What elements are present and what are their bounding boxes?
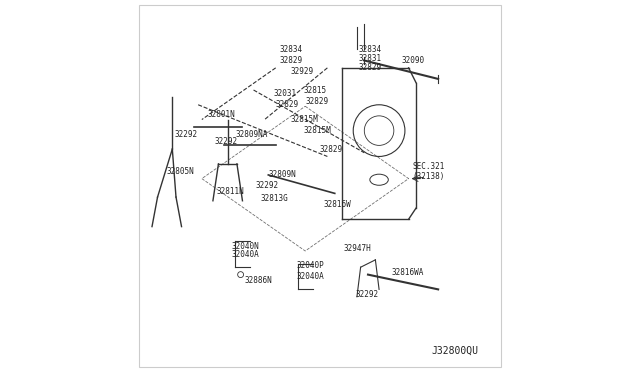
Text: SEC.321
(32138): SEC.321 (32138) xyxy=(412,161,445,181)
Text: 32292: 32292 xyxy=(215,137,238,146)
Text: 32815M: 32815M xyxy=(303,126,331,135)
Text: 32886N: 32886N xyxy=(244,276,272,285)
Text: 32292: 32292 xyxy=(355,291,378,299)
Text: 32829: 32829 xyxy=(280,56,303,65)
Text: 32829: 32829 xyxy=(320,145,343,154)
Text: 32815: 32815 xyxy=(303,86,326,94)
Text: 32834: 32834 xyxy=(280,45,303,54)
Text: 32929: 32929 xyxy=(291,67,314,76)
Text: 32811N: 32811N xyxy=(216,187,244,196)
Text: 32813G: 32813G xyxy=(261,195,289,203)
Text: 32829: 32829 xyxy=(359,63,382,72)
Text: 32040N: 32040N xyxy=(232,243,259,251)
Text: 32829: 32829 xyxy=(305,97,328,106)
Text: 32040A: 32040A xyxy=(232,250,259,259)
Text: 32816W: 32816W xyxy=(324,200,351,209)
Text: 32801N: 32801N xyxy=(207,109,235,119)
Text: J32800QU: J32800QU xyxy=(432,346,479,356)
Text: 32040A: 32040A xyxy=(296,272,324,281)
Text: 32805N: 32805N xyxy=(167,167,195,176)
Text: 32090: 32090 xyxy=(401,56,424,65)
Text: 32834: 32834 xyxy=(359,45,382,54)
Text: 32292: 32292 xyxy=(174,130,197,139)
Text: 32947H: 32947H xyxy=(344,244,372,253)
Text: 32292: 32292 xyxy=(255,182,278,190)
Text: 32809NA: 32809NA xyxy=(235,130,268,139)
Text: 32829: 32829 xyxy=(276,100,299,109)
Text: 32815M: 32815M xyxy=(291,115,318,124)
Text: 32809N: 32809N xyxy=(268,170,296,179)
Text: 32040P: 32040P xyxy=(296,261,324,270)
Text: 32831: 32831 xyxy=(359,54,382,63)
Text: 32031: 32031 xyxy=(274,89,297,98)
Text: 32816WA: 32816WA xyxy=(392,268,424,277)
